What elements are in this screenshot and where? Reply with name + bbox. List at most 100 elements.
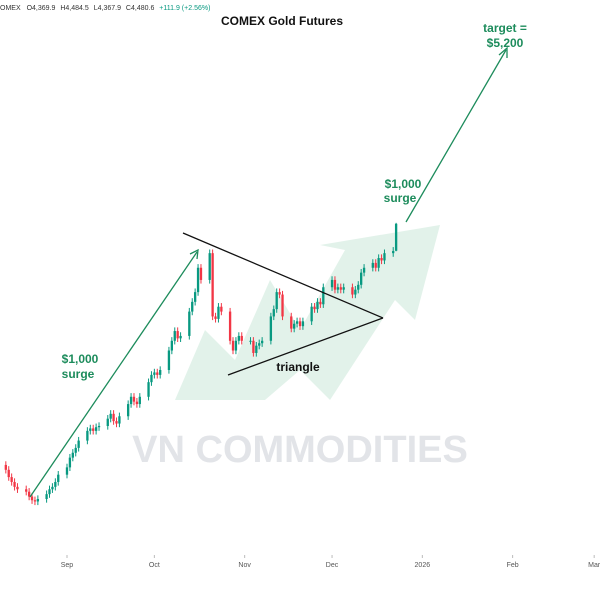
candle-body — [234, 340, 238, 351]
surge-arrow — [29, 251, 198, 498]
watermark-arrow — [175, 225, 440, 400]
candle-body — [77, 440, 80, 448]
candle-body — [57, 474, 60, 482]
candle-body — [322, 287, 325, 305]
header-high: H4,484.5 — [60, 5, 89, 12]
candle-body — [13, 481, 16, 487]
candle-body — [360, 272, 363, 285]
candle-body — [252, 340, 255, 353]
candle-body — [115, 421, 118, 424]
x-tick-label: Dec — [326, 562, 339, 569]
header-open: O4,369.9 — [27, 5, 56, 12]
candle-body — [156, 372, 159, 375]
candle-body — [217, 306, 220, 319]
x-tick-label: Mar — [588, 562, 600, 569]
candle-body — [10, 477, 13, 482]
x-tick-label: 2026 — [415, 562, 431, 569]
candle-body — [71, 452, 74, 458]
candle-body — [319, 301, 322, 305]
candle-body — [118, 416, 121, 424]
candle-body — [167, 350, 171, 370]
candle-body — [159, 370, 162, 375]
candle-body — [193, 292, 197, 302]
candle-body — [220, 306, 223, 312]
candle-body — [112, 413, 115, 422]
candle-body — [7, 469, 10, 478]
candle-body — [208, 253, 211, 280]
candle-body — [147, 382, 150, 397]
candle-body — [394, 223, 398, 251]
candle-body — [86, 430, 89, 441]
candle-body — [33, 500, 37, 502]
candle-body — [65, 467, 69, 475]
candle-body — [48, 489, 51, 495]
candle-body — [51, 486, 54, 490]
candle-body — [333, 279, 337, 290]
candle-body — [354, 289, 357, 295]
annotation: $5,200 — [487, 36, 524, 50]
annotation: $1,000 — [385, 177, 422, 191]
annotation-lines — [29, 46, 508, 498]
candle-body — [211, 253, 214, 317]
candle-body — [269, 316, 273, 341]
candle-body — [313, 306, 316, 310]
annotation: target = — [483, 21, 527, 35]
ohlc-header: OMEX O4,369.9 H4,484.5 L4,367.9 C4,480.6… — [0, 5, 210, 12]
candle-body — [278, 292, 281, 295]
chart-title: COMEX Gold Futures — [221, 14, 343, 28]
x-tick-label: Oct — [149, 562, 160, 569]
candle-body — [392, 251, 395, 254]
candle-body — [106, 418, 109, 426]
candle-body — [173, 331, 176, 341]
candle-body — [126, 404, 130, 417]
annotation: surge — [384, 191, 417, 205]
candle-body — [54, 481, 57, 487]
candle-body — [371, 262, 374, 268]
header-symbol: OMEX — [0, 5, 21, 12]
candle-body — [357, 284, 360, 290]
watermark: VN COMMODITIES — [132, 429, 468, 471]
candle-body — [188, 311, 191, 336]
candle-body — [74, 447, 77, 453]
candle-body — [231, 340, 235, 351]
candle-body — [336, 287, 340, 290]
candle-body — [138, 396, 141, 405]
candle-body — [27, 491, 31, 497]
candle-body — [362, 267, 366, 273]
candle-body — [92, 428, 95, 431]
triangle-line — [182, 232, 384, 319]
candle-body — [351, 287, 354, 295]
candle-body — [255, 345, 258, 353]
watermark-logo — [175, 225, 440, 400]
candle-body — [170, 340, 174, 351]
candles — [4, 222, 398, 506]
candle-body — [342, 287, 345, 290]
candle-body — [377, 258, 380, 268]
candle-body — [272, 309, 275, 317]
candle-body — [380, 258, 383, 261]
candle-body — [228, 311, 232, 341]
x-tick-label: Sep — [61, 562, 74, 569]
candle-body — [30, 496, 34, 501]
candle-body — [275, 292, 278, 310]
candle-body — [89, 428, 92, 431]
annotation: $1,000 — [62, 352, 99, 366]
target-arrow — [405, 49, 507, 223]
arrow-head — [189, 248, 199, 260]
candle-body — [339, 287, 342, 290]
candle-body — [196, 267, 200, 293]
candle-body — [298, 321, 302, 327]
candle-body — [330, 279, 334, 288]
candle-body — [129, 396, 133, 405]
candle-body — [383, 253, 386, 261]
candle-body — [293, 323, 296, 329]
candle-body — [135, 401, 139, 405]
x-tick-label: Feb — [507, 562, 519, 569]
candle-body — [310, 306, 313, 322]
annotation: triangle — [276, 360, 320, 374]
candle-body — [36, 499, 40, 502]
candle-body — [109, 413, 112, 419]
candle-body — [132, 396, 136, 402]
candle-body — [16, 486, 19, 490]
